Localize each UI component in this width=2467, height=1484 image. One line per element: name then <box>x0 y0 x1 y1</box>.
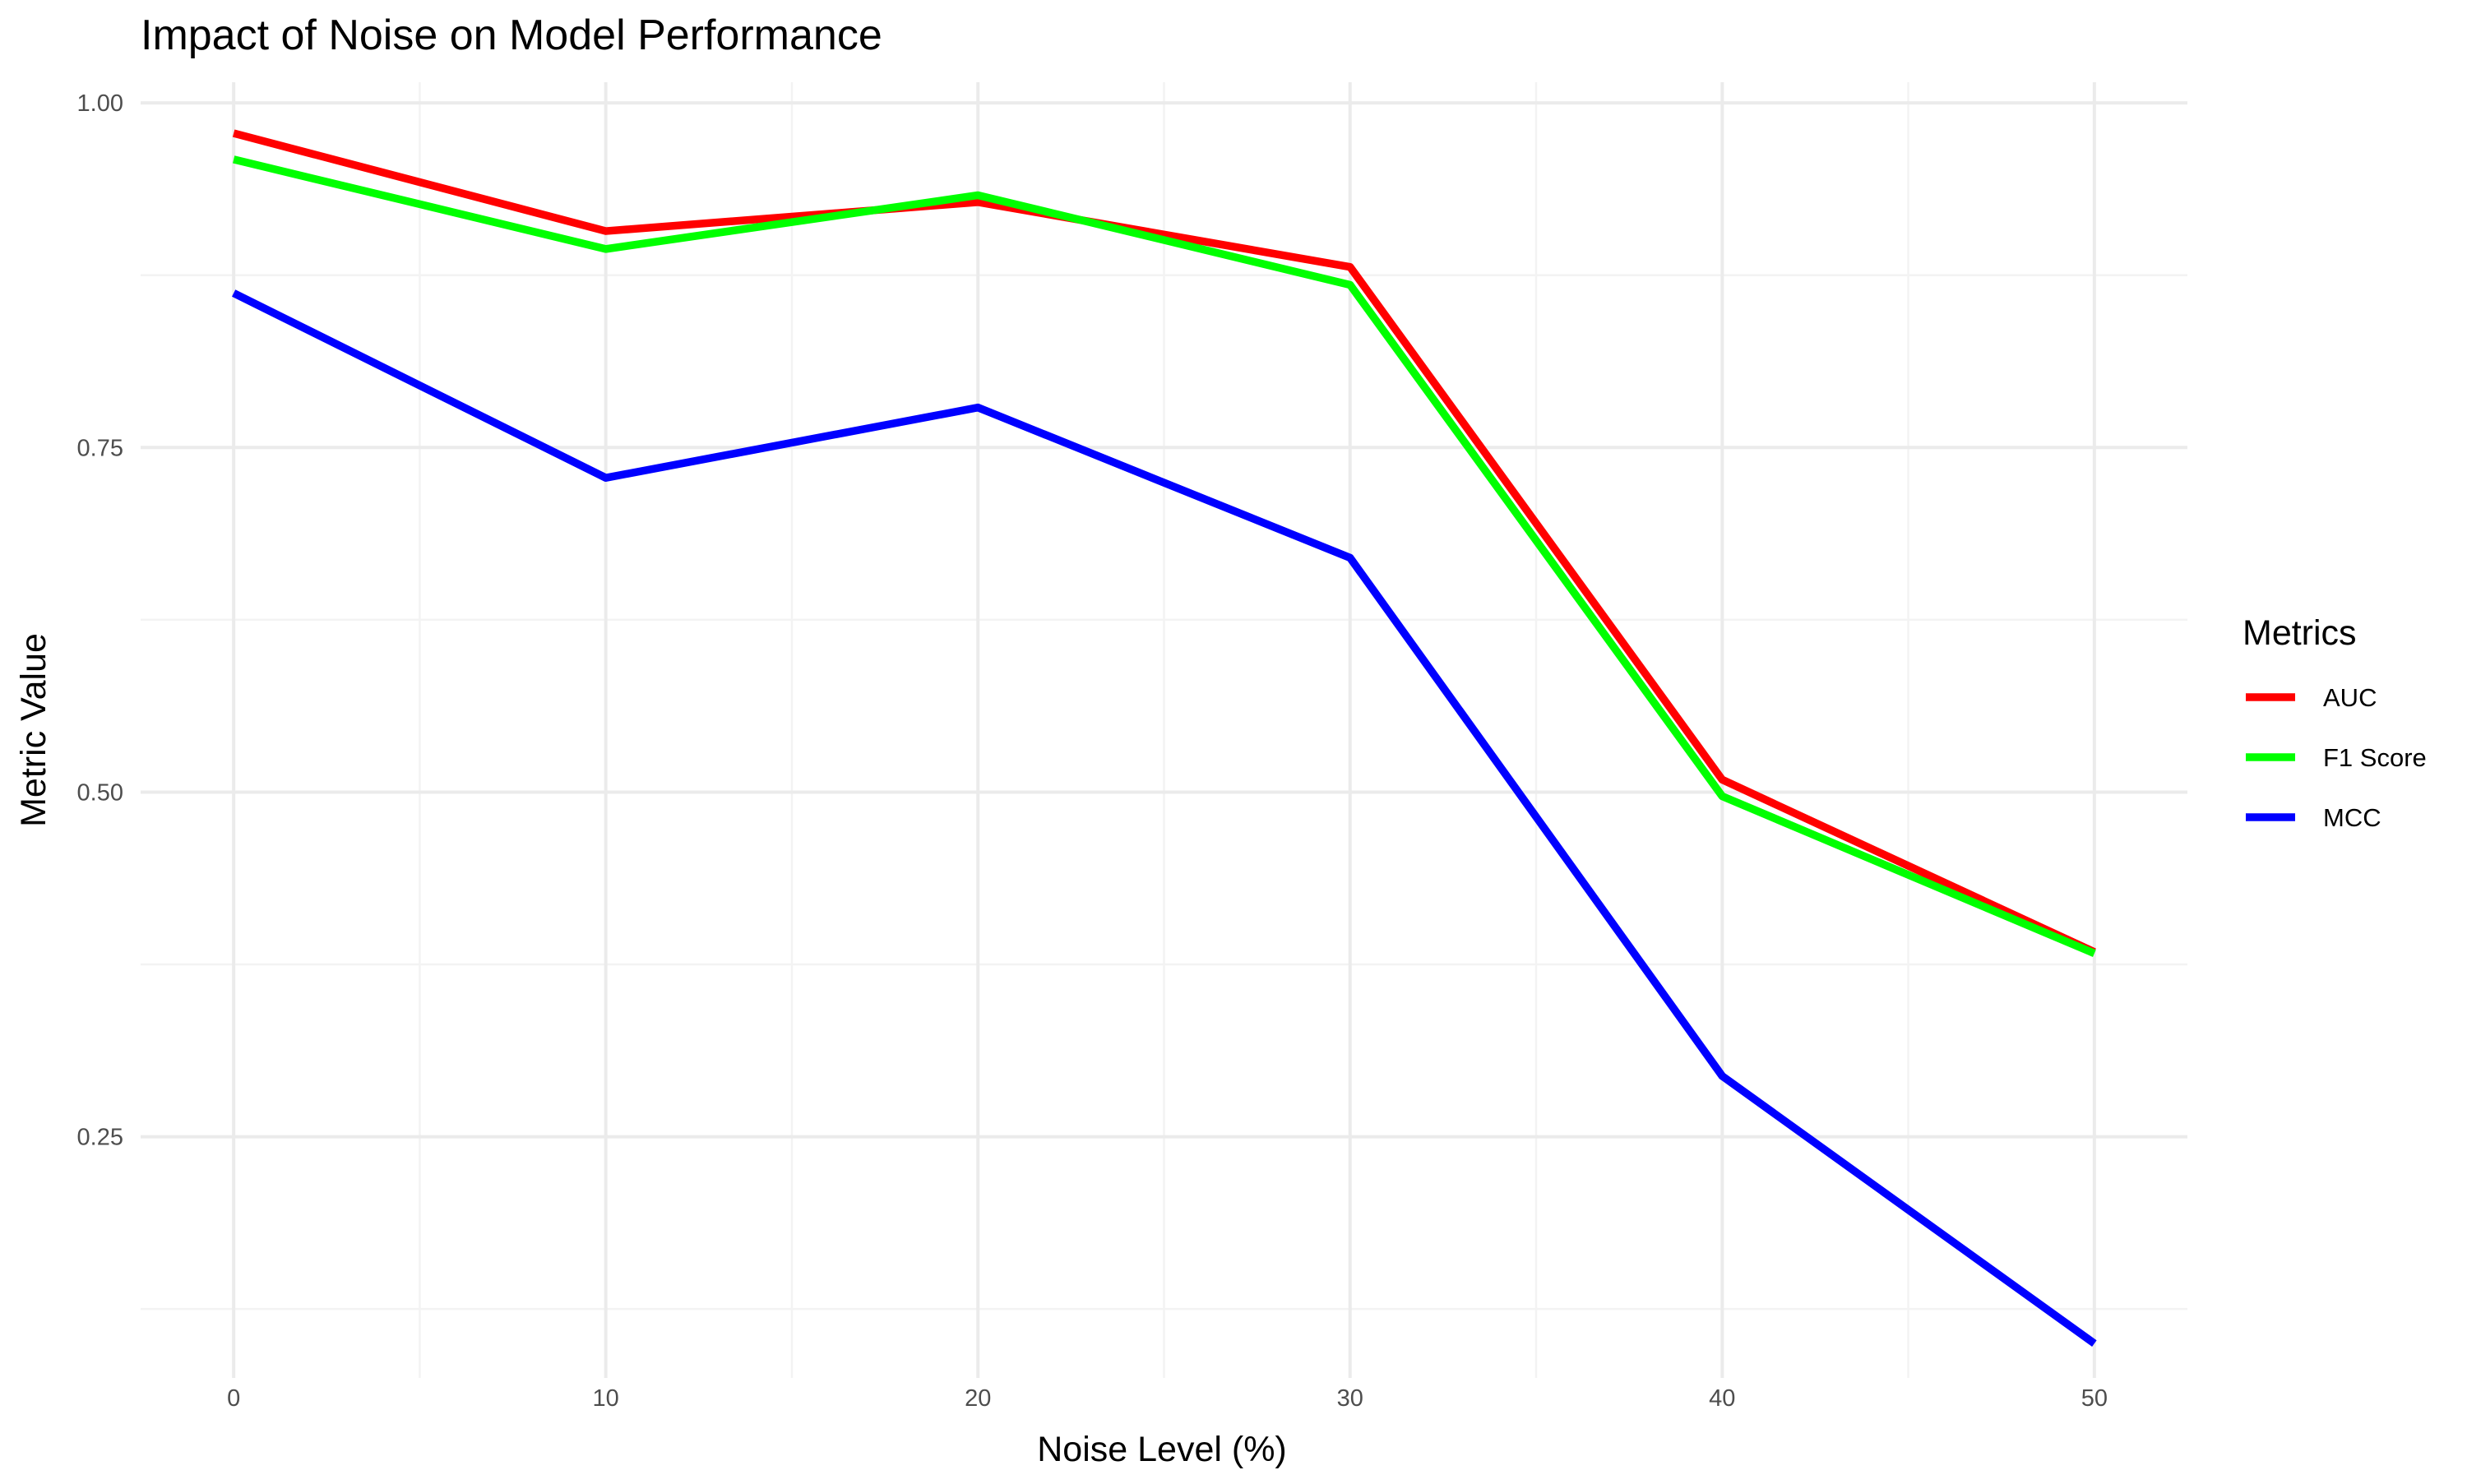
grid-layer <box>141 82 2187 1378</box>
chart-title: Impact of Noise on Model Performance <box>141 12 882 59</box>
x-tick-label: 50 <box>2081 1385 2108 1412</box>
legend: Metrics AUC F1 Score MCC <box>2243 613 2427 832</box>
legend-items: AUC F1 Score MCC <box>2246 683 2427 832</box>
legend-item-mcc: MCC <box>2246 803 2381 832</box>
x-tick-label: 10 <box>593 1385 619 1412</box>
x-axis-title: Noise Level (%) <box>1037 1430 1287 1469</box>
y-tick-label: 0.50 <box>77 779 123 806</box>
legend-label-auc: AUC <box>2323 683 2377 712</box>
x-tick-label: 0 <box>227 1385 240 1412</box>
legend-label-f1-score: F1 Score <box>2323 743 2427 772</box>
x-tick-label: 30 <box>1337 1385 1363 1412</box>
legend-item-f1-score: F1 Score <box>2246 743 2427 772</box>
x-axis-ticks: 0 10 20 30 40 50 <box>227 1385 2108 1412</box>
legend-item-auc: AUC <box>2246 683 2377 712</box>
legend-title: Metrics <box>2243 613 2357 653</box>
x-tick-label: 40 <box>1709 1385 1735 1412</box>
y-tick-label: 0.75 <box>77 435 123 461</box>
x-tick-label: 20 <box>965 1385 991 1412</box>
y-tick-label: 0.25 <box>77 1125 123 1151</box>
legend-label-mcc: MCC <box>2323 803 2381 832</box>
y-axis-title: Metric Value <box>14 633 53 827</box>
y-axis-ticks: 0.25 0.50 0.75 1.00 <box>77 90 123 1150</box>
y-tick-label: 1.00 <box>77 90 123 117</box>
